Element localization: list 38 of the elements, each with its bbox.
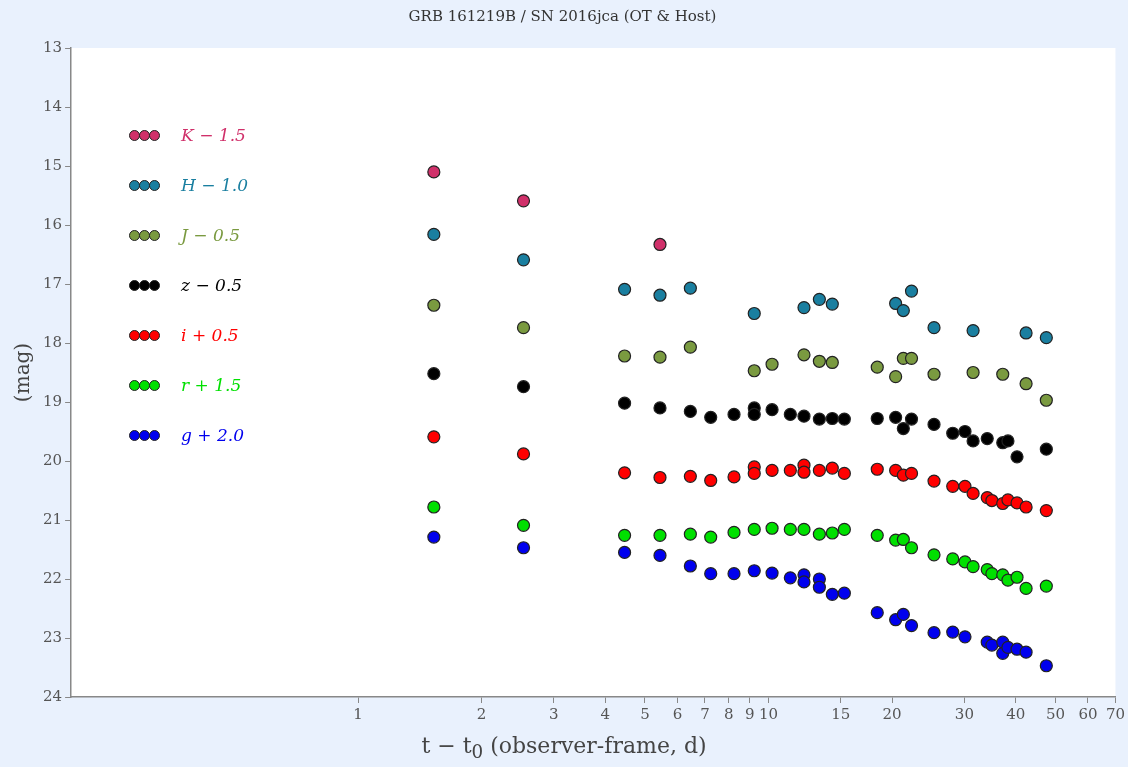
legend-label: z − 0.5 bbox=[181, 275, 243, 295]
x-tick-label: 3 bbox=[549, 704, 559, 723]
y-tick-label: 24 bbox=[42, 686, 63, 705]
x-tick-label: 50 bbox=[1045, 704, 1066, 723]
legend-label: i + 0.5 bbox=[181, 325, 239, 345]
y-tick-label: 20 bbox=[42, 450, 63, 469]
y-tick-label: 18 bbox=[42, 332, 63, 351]
x-tick-label: 1 bbox=[353, 704, 363, 723]
y-tick-label: 17 bbox=[42, 273, 63, 292]
x-tick-label: 15 bbox=[831, 704, 851, 723]
x-tick-label: 2 bbox=[476, 704, 487, 723]
x-tick-label: 6 bbox=[672, 704, 683, 723]
x-tick-label: 8 bbox=[723, 704, 734, 723]
x-tick-label: 60 bbox=[1078, 704, 1098, 723]
y-tick-label: 15 bbox=[42, 155, 63, 174]
legend-label: H − 1.0 bbox=[181, 175, 248, 195]
y-tick-label: 21 bbox=[42, 509, 63, 528]
x-axis-title: t − t$_{0}$ (observer-frame, d) bbox=[420, 733, 708, 763]
x-tick-label: 40 bbox=[1006, 704, 1026, 723]
legend-label: r + 1.5 bbox=[181, 375, 242, 395]
y-axis-title: (mag) bbox=[10, 342, 35, 403]
legend-label: g + 2.0 bbox=[181, 425, 245, 445]
x-tick-label: 30 bbox=[954, 704, 974, 723]
x-tick-label: 4 bbox=[600, 704, 610, 723]
x-tick-label: 5 bbox=[640, 704, 650, 723]
y-tick-label: 13 bbox=[42, 37, 63, 56]
y-tick-label: 22 bbox=[42, 568, 63, 587]
y-tick-label: 14 bbox=[42, 96, 63, 115]
chart-title: GRB 161219B / SN 2016jca (OT & Host) bbox=[408, 6, 717, 25]
y-tick-label: 19 bbox=[42, 391, 63, 410]
x-tick-label: 10 bbox=[758, 704, 779, 723]
y-tick-label: 23 bbox=[42, 627, 63, 646]
x-tick-label: 20 bbox=[882, 704, 902, 723]
legend-label: K − 1.5 bbox=[181, 125, 246, 145]
x-tick-label: 7 bbox=[700, 704, 710, 723]
y-tick-label: 16 bbox=[42, 214, 63, 233]
x-tick-label: 70 bbox=[1105, 704, 1125, 723]
x-tick-label: 9 bbox=[744, 704, 755, 723]
